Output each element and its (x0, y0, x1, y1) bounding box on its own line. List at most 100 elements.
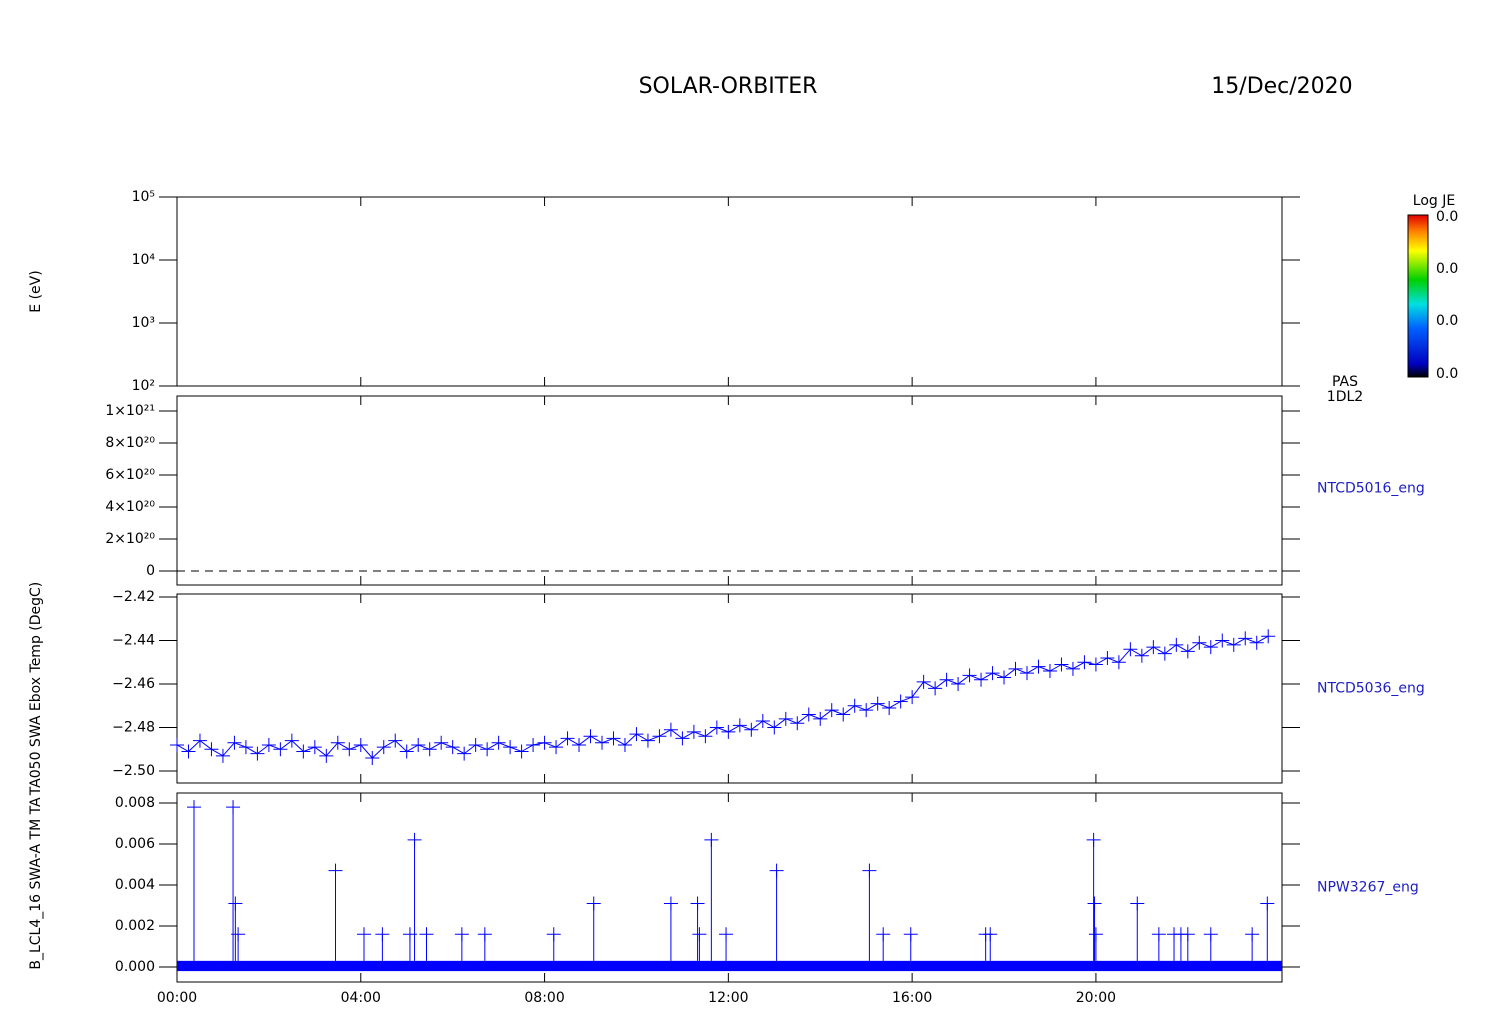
data-point (1180, 927, 1195, 942)
data-point (870, 696, 885, 711)
y-tick-label: 0.006 (115, 836, 155, 852)
data-point (261, 737, 276, 752)
data-point (342, 742, 357, 757)
data-point (744, 722, 759, 737)
data-point (526, 737, 541, 752)
data-point (704, 832, 719, 847)
title: SOLAR-ORBITER (639, 74, 818, 99)
x-tick-label: 16:00 (892, 990, 932, 1006)
data-point (663, 722, 678, 737)
y-tick-label: 10² (132, 378, 155, 394)
data-point (187, 800, 201, 815)
data-point (767, 720, 782, 735)
y-tick-label: 10⁴ (132, 252, 156, 268)
data-point (537, 735, 552, 750)
data-point (1146, 640, 1161, 655)
data-point (675, 731, 690, 746)
data-point (226, 800, 241, 815)
data-point (640, 733, 655, 748)
data-point (1020, 666, 1034, 681)
data-point (801, 707, 816, 722)
data-point (204, 742, 219, 757)
data-point (1100, 650, 1115, 665)
data-point (1261, 629, 1276, 644)
data-point (1151, 927, 1166, 942)
data-point (983, 927, 998, 942)
data-point (376, 740, 391, 755)
y-tick-label: −2.46 (112, 676, 155, 692)
data-point (652, 729, 667, 744)
data-point (583, 729, 598, 744)
data-point (1180, 644, 1195, 659)
y-tick-label: 10³ (132, 315, 155, 331)
data-point (997, 670, 1012, 685)
data-point (1192, 635, 1207, 650)
data-point (755, 714, 770, 729)
data-point (1111, 655, 1126, 670)
data-point (719, 927, 734, 942)
data-point (307, 740, 322, 755)
data-line (176, 635, 1269, 759)
y-tick-label: −2.50 (112, 763, 155, 779)
data-point (228, 896, 243, 911)
data-point (663, 896, 678, 911)
data-point (411, 737, 426, 752)
data-point (1238, 631, 1253, 646)
data-point (454, 927, 469, 942)
date: 15/Dec/2020 (1211, 74, 1352, 99)
series-label: NTCD5016_eng (1317, 481, 1425, 497)
data-point (595, 735, 609, 750)
y-axis-label: E (eV) (28, 270, 44, 312)
panel-frame (176, 593, 1283, 784)
data-point (231, 927, 246, 942)
data-point (422, 742, 437, 757)
panel-frame (176, 395, 1283, 586)
data-point (365, 750, 380, 765)
x-tick-label: 20:00 (1076, 990, 1116, 1006)
data-point (905, 690, 920, 705)
data-point (503, 740, 518, 755)
data-point (434, 735, 449, 750)
colorbar (1407, 214, 1429, 378)
data-point (617, 737, 632, 752)
data-point (192, 733, 207, 748)
panel-frame (176, 792, 1283, 983)
data-point (1042, 663, 1057, 678)
data-point (419, 927, 434, 942)
data-point (546, 927, 561, 942)
data-point (250, 746, 265, 761)
data-point (480, 742, 495, 757)
colorbar-label: 0.0 (1436, 366, 1458, 382)
y-axis-label: B_LCL4_16 SWA-A TM TA (28, 797, 44, 970)
data-point (1031, 659, 1046, 674)
data-point (974, 672, 989, 687)
baseline-band (177, 960, 1282, 972)
y-tick-label: 0 (146, 563, 155, 579)
colorbar-label: 0.0 (1436, 209, 1458, 225)
data-point (549, 740, 564, 755)
data-point (1087, 896, 1102, 911)
data-point (629, 727, 644, 742)
series-label: NPW3267_eng (1317, 880, 1419, 896)
data-point (357, 927, 371, 942)
data-point (698, 729, 713, 744)
data-point (1226, 637, 1241, 652)
y-tick-label: 0.002 (115, 918, 155, 934)
data-point (951, 677, 966, 692)
data-point (836, 707, 851, 722)
y-tick-label: −2.48 (112, 720, 155, 736)
data-point (1203, 640, 1218, 655)
data-point (468, 737, 483, 752)
data-point (238, 740, 253, 755)
data-point (330, 735, 345, 750)
data-point (893, 694, 908, 709)
data-point (328, 863, 343, 878)
data-point (859, 703, 874, 718)
data-point (813, 711, 828, 726)
y-tick-label: 0.000 (115, 959, 155, 975)
data-point (692, 927, 707, 942)
data-point (375, 927, 390, 942)
y-tick-label: −2.44 (112, 633, 155, 649)
y-tick-label: 2×10²⁰ (105, 531, 155, 547)
